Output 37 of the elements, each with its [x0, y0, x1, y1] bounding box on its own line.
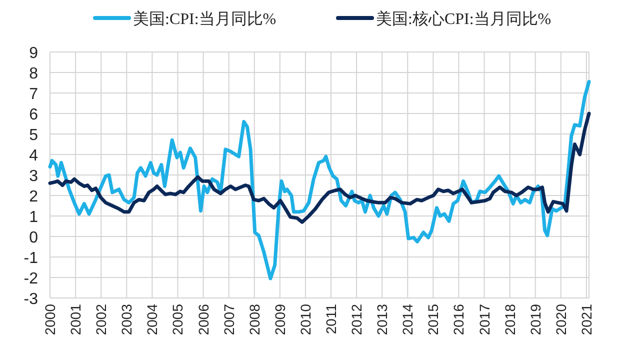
y-tick-label: 6: [29, 106, 38, 124]
x-tick-label: 2010: [297, 304, 314, 336]
x-tick-label: 2015: [425, 304, 442, 336]
y-tick-label: -1: [24, 250, 38, 267]
x-tick-label: 2004: [144, 304, 160, 336]
x-tick-label: 2000: [42, 304, 58, 336]
x-tick-label: 2017: [476, 304, 492, 336]
x-tick-label: 2018: [502, 304, 518, 336]
x-tick-label: 2003: [118, 304, 135, 336]
x-tick-label: 2019: [527, 304, 544, 336]
y-tick-label: 0: [29, 230, 38, 246]
y-tick-label: 4: [29, 148, 38, 164]
x-tick-label: 2021: [578, 304, 594, 336]
y-tick-label: 5: [29, 127, 38, 144]
x-tick-label: 2014: [400, 304, 416, 336]
y-tick-label: 7: [29, 86, 38, 103]
x-tick-label: 2020: [552, 304, 569, 336]
x-tick-label: 2005: [170, 304, 186, 336]
x-tick-label: 2012: [348, 304, 365, 336]
x-tick-label: 2016: [450, 304, 467, 336]
x-tick-label: 2009: [272, 304, 288, 336]
x-tick-label: 2006: [195, 304, 212, 336]
x-tick-label: 2011: [322, 304, 339, 334]
x-tick-label: 2007: [220, 304, 237, 336]
x-tick-label: 2001: [68, 304, 84, 336]
y-tick-label: 3: [29, 168, 38, 185]
y-tick-label: -2: [24, 270, 38, 288]
x-tick-label: 2002: [93, 304, 110, 336]
y-tick-label: 8: [29, 66, 38, 82]
y-tick-label: 2: [29, 188, 38, 206]
y-tick-label: 9: [29, 45, 38, 62]
x-tick-label: 2008: [246, 304, 262, 336]
x-tick-label: 2013: [374, 304, 390, 336]
legend-label: 美国:CPI:当月同比%: [133, 10, 276, 28]
y-tick-label: -3: [24, 291, 38, 308]
legend-label: 美国:核心CPI:当月同比%: [376, 10, 552, 28]
y-tick-label: 1: [29, 209, 38, 226]
